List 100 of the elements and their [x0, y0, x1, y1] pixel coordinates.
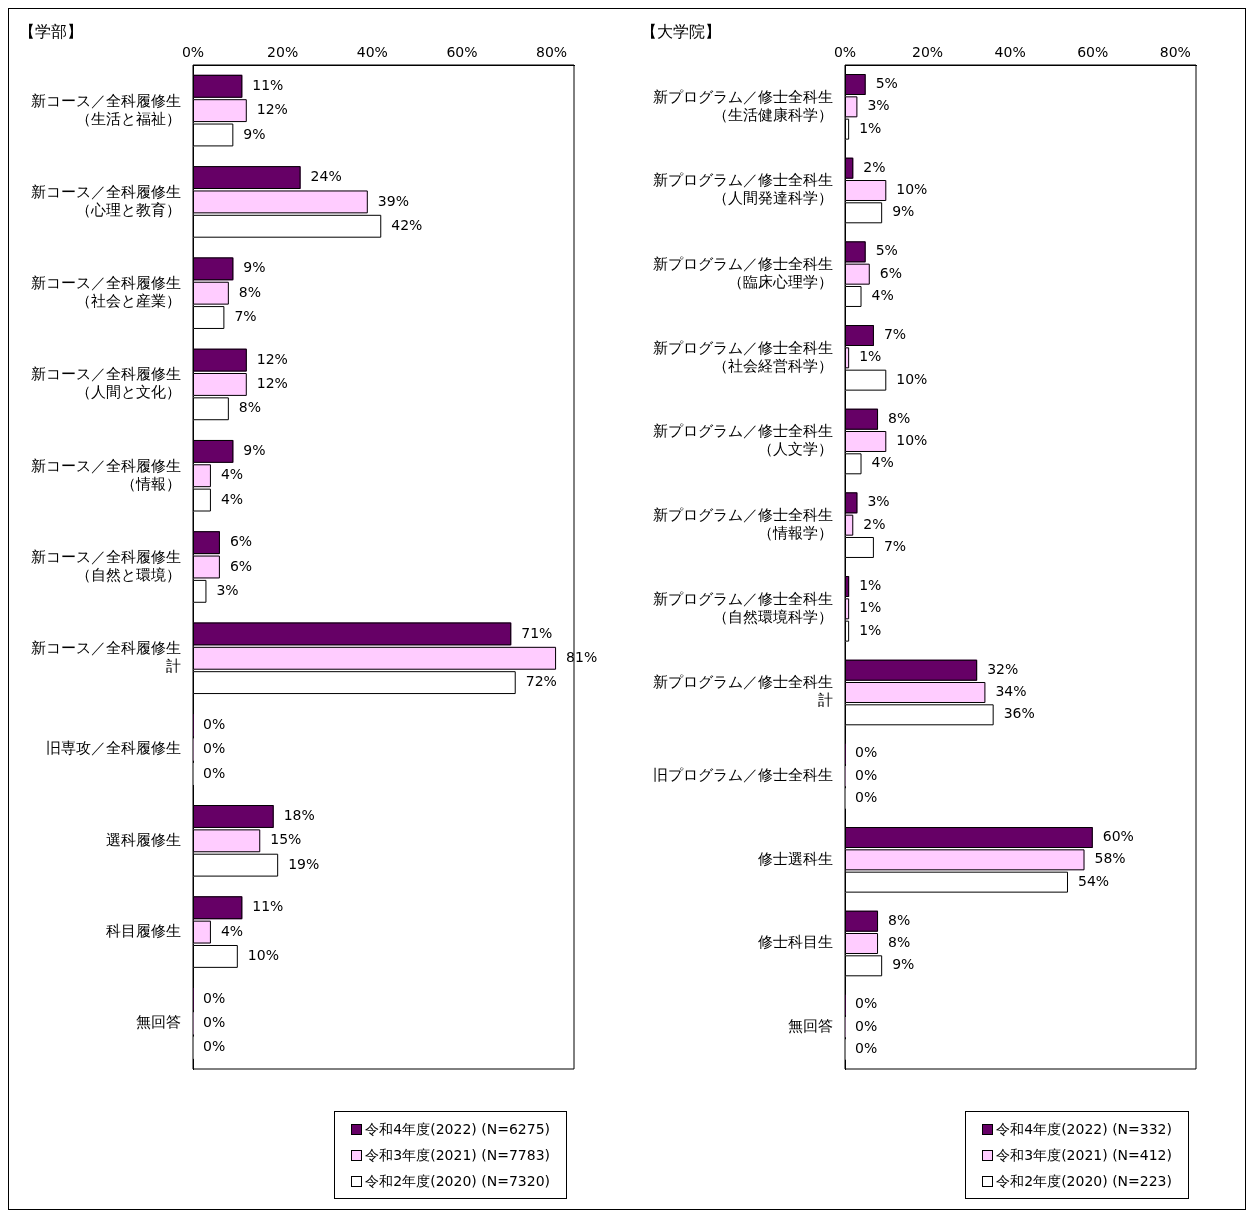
data-label: 9%	[243, 125, 266, 142]
data-label: 12%	[256, 375, 288, 392]
y-tick-label: 新コース／全科履修生（自然と環境）	[31, 547, 181, 584]
data-label: 9%	[892, 203, 915, 220]
x-tick-label: 80%	[536, 44, 568, 61]
data-label: 0%	[855, 744, 878, 761]
y-tick-label: 新コース／全科履修生（社会と産業）	[31, 274, 181, 311]
data-label: 42%	[391, 216, 423, 233]
data-label: 81%	[566, 648, 598, 665]
data-label: 2%	[863, 515, 886, 532]
data-label: 7%	[883, 326, 907, 343]
y-tick-label: 新コース／全科履修生（心理と教育）	[31, 182, 181, 219]
x-tick-label: 60%	[1077, 44, 1109, 61]
data-label: 3%	[867, 493, 890, 510]
data-label: 9%	[243, 259, 266, 276]
data-label: 1%	[859, 599, 882, 616]
y-tick-label: 選科履修生	[106, 830, 181, 849]
x-tick-label: 20%	[267, 44, 299, 61]
data-label: 18%	[283, 807, 315, 824]
data-label: 1%	[859, 348, 882, 365]
data-label: 6%	[229, 557, 253, 574]
y-tick-label: 新プログラム／修士全科生（人文学）	[653, 422, 833, 459]
data-label: 9%	[892, 956, 915, 973]
legend-label: 令和4年度(2022) (N=332)	[996, 1120, 1172, 1139]
y-tick-label: 新プログラム／修士全科生（自然環境科学）	[653, 589, 833, 626]
y-tick-label: 新プログラム／修士全科生計	[653, 673, 833, 710]
data-label: 10%	[896, 181, 928, 198]
data-label: 11%	[252, 898, 284, 915]
data-label: 0%	[203, 989, 226, 1006]
data-label: 0%	[855, 789, 878, 806]
text: 令和2年度(2020) (N=7320)	[365, 1172, 550, 1191]
data-label: 72%	[525, 673, 557, 690]
x-tick-label: 40%	[994, 44, 1026, 61]
data-label: 32%	[987, 660, 1019, 677]
data-label: 0%	[855, 1017, 878, 1034]
data-label: 54%	[1077, 872, 1110, 889]
data-label: 8%	[238, 399, 262, 416]
y-tick-label: 新コース／全科履修生（情報）	[31, 456, 181, 493]
x-tick-label: 40%	[356, 44, 388, 61]
y-tick-label: 新コース／全科履修生計	[31, 639, 181, 676]
data-label: 4%	[220, 922, 244, 939]
y-tick-label: 科目履修生	[106, 921, 181, 940]
y-tick-label: 新プログラム／修士全科生（社会経営科学）	[653, 338, 833, 375]
y-tick-label: 新コース／全科履修生（人間と文化）	[31, 365, 181, 402]
x-tick-label: 80%	[1159, 44, 1191, 61]
data-label: 6%	[879, 264, 902, 281]
data-label: 10%	[896, 432, 928, 449]
data-label: 0%	[203, 1038, 226, 1055]
text: 令和2年度(2020) (N=223)	[996, 1172, 1172, 1191]
data-label: 19%	[288, 855, 320, 872]
x-tick-label: 60%	[446, 44, 478, 61]
data-label: 39%	[377, 192, 409, 209]
data-label: 8%	[888, 934, 911, 951]
data-label: 24%	[310, 168, 342, 185]
data-label: 0%	[203, 764, 226, 781]
data-label: 4%	[871, 287, 894, 304]
data-label: 36%	[1003, 705, 1035, 722]
y-tick-label: 無回答	[136, 1013, 181, 1032]
y-tick-label: 無回答	[788, 1017, 833, 1036]
legend-label: 令和3年度(2021) (N=412)	[996, 1146, 1172, 1165]
data-label: 11%	[252, 76, 284, 93]
y-tick-label: 修士選科生	[758, 849, 833, 868]
data-label: 3%	[216, 581, 239, 598]
data-label: 7%	[234, 308, 257, 325]
y-tick-label: 旧専攻／全科履修生	[46, 739, 181, 758]
data-label: 1%	[859, 577, 882, 594]
y-tick-label: 新プログラム／修士全科生（臨床心理学）	[653, 255, 833, 292]
y-tick-label: 修士科目生	[758, 933, 833, 952]
data-label: 4%	[871, 454, 894, 471]
data-label: 3%	[867, 97, 890, 114]
data-label: 4%	[220, 490, 244, 507]
data-label: 12%	[256, 350, 288, 367]
y-tick-label: 新コース／全科履修生（生活と福祉）	[31, 91, 181, 128]
data-label: 8%	[888, 409, 911, 426]
data-label: 2%	[863, 158, 886, 175]
data-label: 1%	[859, 119, 882, 136]
data-label: 9%	[243, 442, 266, 459]
data-label: 10%	[247, 947, 279, 964]
data-label: 5%	[875, 242, 898, 259]
text: 【学部】	[19, 21, 83, 41]
y-tick-label: 新プログラム／修士全科生（人間発達科学）	[653, 171, 833, 208]
data-label: 8%	[238, 283, 262, 300]
data-label: 5%	[875, 75, 898, 92]
text: 【大学院】	[641, 21, 721, 41]
x-tick-label: 20%	[912, 44, 944, 61]
data-label: 0%	[203, 715, 226, 732]
data-label: 0%	[855, 1040, 878, 1057]
data-label: 0%	[203, 1014, 226, 1030]
data-label: 58%	[1094, 850, 1126, 867]
y-tick-label: 新プログラム／修士全科生（情報学）	[653, 506, 833, 543]
data-label: 0%	[855, 995, 878, 1012]
data-label: 0%	[855, 766, 878, 783]
data-label: 71%	[521, 624, 553, 641]
data-label: 0%	[203, 740, 226, 757]
x-tick-label: 0%	[181, 44, 205, 61]
data-label: 1%	[859, 621, 882, 638]
data-label: 60%	[1102, 828, 1134, 845]
data-label: 6%	[229, 533, 253, 550]
data-label: 15%	[270, 831, 302, 848]
data-label: 4%	[220, 466, 244, 483]
